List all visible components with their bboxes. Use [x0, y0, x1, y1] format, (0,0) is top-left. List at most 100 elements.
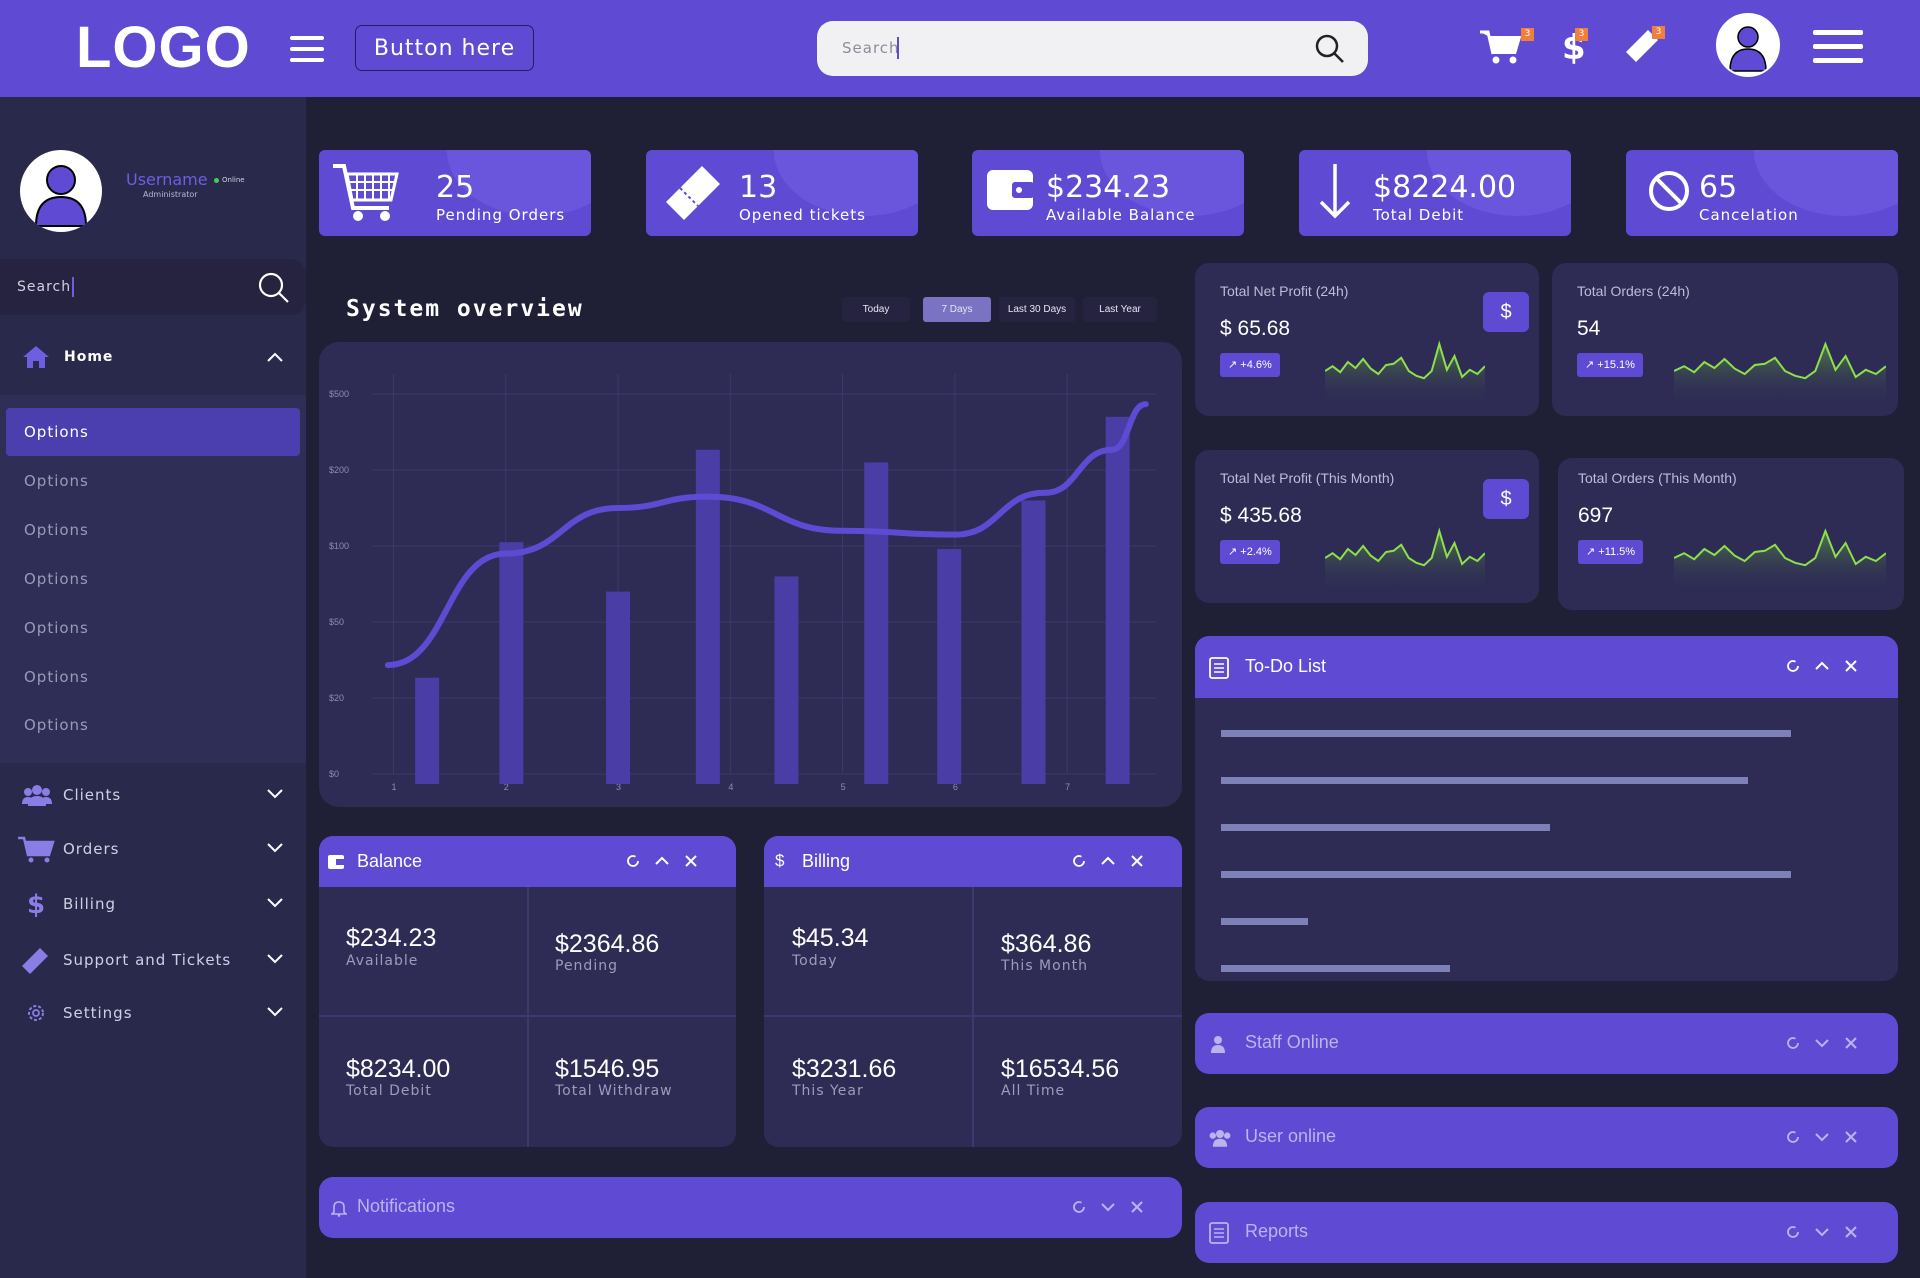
refresh-icon[interactable] [1785, 1224, 1801, 1240]
range-30days-button[interactable]: Last 30 Days [999, 297, 1075, 322]
notifications-panel[interactable]: Notifications [319, 1177, 1182, 1238]
refresh-icon[interactable] [1785, 1035, 1801, 1051]
todo-item[interactable] [1221, 824, 1550, 831]
todo-item[interactable] [1221, 871, 1791, 878]
chevron-down-icon[interactable] [1814, 1129, 1830, 1145]
close-icon[interactable] [1843, 658, 1859, 674]
stat-card-opened-tickets[interactable]: 13 Opened tickets [646, 150, 918, 236]
overview-chart: $0 $20 $50 $100 $200 $500 1 2 3 4 5 6 7 [329, 374, 1157, 792]
chart-bar[interactable] [1105, 416, 1130, 784]
panel-title: To-Do List [1245, 656, 1327, 676]
dollar-button[interactable]: $ 3 [1560, 26, 1596, 68]
staff-online-panel[interactable]: Staff Online [1195, 1013, 1898, 1074]
close-icon[interactable] [1129, 853, 1145, 869]
chevron-up-icon[interactable] [267, 352, 283, 362]
cart-button[interactable]: 3 [1478, 26, 1534, 66]
chart-bar[interactable] [606, 591, 631, 784]
y-tick-label: $100 [329, 541, 349, 551]
chevron-down-icon[interactable] [1814, 1224, 1830, 1240]
refresh-icon[interactable] [1785, 1129, 1801, 1145]
submenu-option[interactable]: Options [6, 604, 300, 652]
chevron-up-icon[interactable] [1100, 853, 1116, 869]
home-submenu: Options Options Options Options Options … [0, 395, 306, 763]
chart-bar[interactable] [499, 542, 524, 784]
chart-bar[interactable] [937, 549, 962, 784]
metric-title: Total Orders (This Month) [1578, 470, 1737, 486]
dollar-icon: $ [27, 890, 45, 918]
sidebar-item-clients[interactable]: Clients [0, 775, 306, 815]
sidebar-item-home[interactable]: Home [0, 339, 306, 375]
sidebar-item-orders[interactable]: Orders [0, 829, 306, 869]
sidebar-username[interactable]: Username [126, 170, 208, 189]
metric-card[interactable]: Total Net Profit (24h) $ 65.68 ↗ +4.6% $ [1195, 263, 1539, 416]
submenu-option[interactable]: Options [6, 408, 300, 456]
chevron-up-icon[interactable] [1814, 658, 1830, 674]
chart-bar[interactable] [695, 449, 720, 784]
svg-text:$: $ [27, 890, 45, 918]
range-lastyear-button[interactable]: Last Year [1083, 297, 1157, 322]
metric-card[interactable]: Total Net Profit (This Month) $ 435.68 ↗… [1195, 450, 1539, 603]
refresh-icon[interactable] [1071, 853, 1087, 869]
reports-panel[interactable]: Reports [1195, 1202, 1898, 1263]
submenu-option[interactable]: Options [6, 701, 300, 749]
logo[interactable]: LOGO [76, 15, 251, 80]
submenu-option[interactable]: Options [6, 457, 300, 505]
metric-card[interactable]: Total Orders (This Month) 697 ↗ +11.5% [1558, 458, 1904, 610]
dollar-icon: $ [775, 851, 785, 870]
stat-card-cancelation[interactable]: 65 Cancelation [1626, 150, 1898, 236]
refresh-icon[interactable] [625, 853, 641, 869]
submenu-option[interactable]: Options [6, 653, 300, 701]
dollar-icon[interactable]: $ [1483, 479, 1529, 519]
search-icon[interactable] [258, 272, 290, 304]
submenu-option[interactable]: Options [6, 506, 300, 554]
refresh-icon[interactable] [1071, 1199, 1087, 1215]
chevron-down-icon[interactable] [267, 954, 283, 964]
todo-item[interactable] [1221, 918, 1308, 925]
metric-change-badge: ↗ +4.6% [1220, 353, 1280, 377]
close-icon[interactable] [1843, 1224, 1859, 1240]
menu-toggle-icon[interactable] [290, 36, 324, 62]
refresh-icon[interactable] [1785, 658, 1801, 674]
range-today-button[interactable]: Today [842, 297, 910, 322]
sidebar-item-settings[interactable]: Settings [0, 993, 306, 1033]
chevron-up-icon[interactable] [654, 853, 670, 869]
main-menu-icon[interactable] [1813, 30, 1863, 64]
sidebar-avatar[interactable] [20, 150, 102, 232]
submenu-option[interactable]: Options [6, 555, 300, 603]
header-search-input[interactable]: Search [817, 21, 1368, 76]
chevron-down-icon[interactable] [267, 898, 283, 908]
chevron-down-icon[interactable] [267, 1007, 283, 1017]
search-icon[interactable] [1314, 33, 1346, 65]
metric-card[interactable]: Total Orders (24h) 54 ↗ +15.1% [1552, 263, 1898, 416]
close-icon[interactable] [1843, 1129, 1859, 1145]
user-online-panel[interactable]: User online [1195, 1107, 1898, 1168]
range-7days-button[interactable]: 7 Days [923, 297, 991, 322]
chevron-down-icon[interactable] [267, 789, 283, 799]
close-icon[interactable] [1843, 1035, 1859, 1051]
close-icon[interactable] [1129, 1199, 1145, 1215]
chart-bar[interactable] [864, 462, 889, 784]
stat-card-available-balance[interactable]: $234.23 Available Balance [972, 150, 1244, 236]
todo-item[interactable] [1221, 730, 1791, 737]
sidebar-search-input[interactable]: Search [0, 259, 306, 315]
metric-value: $ 65.68 [1220, 317, 1291, 340]
chart-bar[interactable] [1021, 500, 1046, 784]
chart-bar[interactable] [774, 576, 799, 784]
sidebar-item-billing[interactable]: $ Billing [0, 884, 306, 924]
stat-card-pending-orders[interactable]: 25 Pending Orders [319, 150, 591, 236]
sparkline-line [1674, 341, 1886, 380]
chevron-down-icon[interactable] [267, 843, 283, 853]
todo-item[interactable] [1221, 965, 1450, 972]
sidebar-item-support[interactable]: Support and Tickets [0, 940, 306, 980]
chart-bar[interactable] [415, 677, 440, 784]
y-tick-label: $200 [329, 465, 349, 475]
todo-item[interactable] [1221, 777, 1748, 784]
close-icon[interactable] [683, 853, 699, 869]
chevron-down-icon[interactable] [1814, 1035, 1830, 1051]
tickets-button[interactable]: 3 [1622, 26, 1670, 66]
stat-card-total-debit[interactable]: $8224.00 Total Debit [1299, 150, 1571, 236]
dollar-icon[interactable]: $ [1483, 292, 1529, 332]
header-button[interactable]: Button here [355, 25, 534, 71]
chevron-down-icon[interactable] [1100, 1199, 1116, 1215]
user-avatar[interactable] [1716, 13, 1780, 77]
